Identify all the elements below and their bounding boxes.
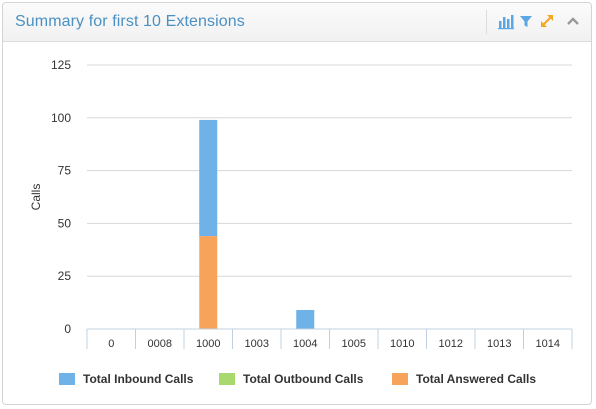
x-tick-label: 1012 bbox=[439, 338, 463, 350]
widget-title: Summary for first 10 Extensions bbox=[15, 13, 245, 30]
x-tick-label: 0 bbox=[108, 338, 114, 350]
x-tick-label: 1000 bbox=[196, 338, 220, 350]
bar-chart-icon[interactable] bbox=[497, 12, 517, 32]
y-tick-label: 25 bbox=[58, 269, 72, 283]
legend-swatch bbox=[219, 373, 235, 385]
collapse-icon[interactable] bbox=[564, 12, 584, 32]
x-tick-label: 1005 bbox=[342, 338, 366, 350]
y-tick-label: 75 bbox=[58, 164, 72, 178]
legend-item[interactable]: Total Outbound Calls bbox=[219, 371, 363, 387]
widget-header: Summary for first 10 Extensions bbox=[3, 3, 591, 42]
bar-total-inbound-calls bbox=[199, 119, 218, 237]
legend-label: Total Outbound Calls bbox=[243, 372, 364, 386]
chart-axes: 0 25 50 75 100 125 0 0008 1000 1003 1004 1005 1010 10… bbox=[51, 58, 573, 350]
x-tick-label: 1013 bbox=[487, 338, 511, 350]
header-divider bbox=[486, 10, 487, 34]
legend-label: Total Answered Calls bbox=[416, 372, 537, 386]
chart-bars bbox=[199, 119, 315, 329]
filter-icon[interactable] bbox=[517, 12, 537, 32]
chart-widget: Summary for first 10 Extensions bbox=[2, 2, 592, 405]
legend-swatch bbox=[59, 373, 75, 385]
y-axis-label: Calls bbox=[29, 184, 43, 211]
chart-grid bbox=[87, 64, 572, 277]
y-tick-label: 0 bbox=[64, 322, 71, 336]
legend-item[interactable]: Total Inbound Calls bbox=[59, 371, 193, 387]
x-tick-label: 1014 bbox=[536, 338, 560, 350]
bar-total-answered-calls bbox=[199, 236, 218, 329]
y-tick-label: 125 bbox=[51, 58, 71, 72]
expand-icon[interactable] bbox=[538, 12, 558, 32]
legend-item[interactable]: Total Answered Calls bbox=[392, 371, 536, 387]
y-tick-label: 100 bbox=[51, 111, 71, 125]
x-tick-label: 1003 bbox=[245, 338, 269, 350]
legend-label: Total Inbound Calls bbox=[83, 372, 194, 386]
x-tick-label: 1010 bbox=[390, 338, 414, 350]
bar-total-inbound-calls bbox=[296, 309, 315, 329]
y-tick-label: 50 bbox=[58, 216, 72, 230]
legend-swatch bbox=[392, 373, 408, 385]
x-tick-label: 1004 bbox=[293, 338, 317, 350]
x-tick-label: 0008 bbox=[148, 338, 172, 350]
